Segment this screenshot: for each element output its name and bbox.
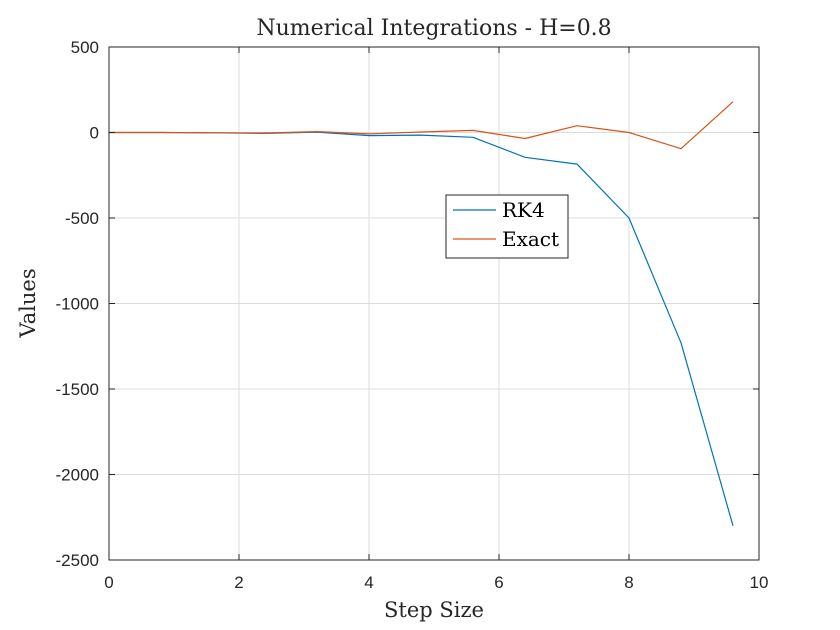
y-tick-label: 0 — [90, 124, 99, 143]
x-tick-label: 10 — [750, 573, 769, 592]
x-tick-labels: 0 2 4 6 8 10 — [104, 573, 768, 592]
series-line-exact — [109, 101, 734, 150]
y-tick-labels: 500 0 -500 -1000 -1500 -2000 -2500 — [56, 38, 99, 570]
tick-marks — [108, 46, 760, 561]
y-tick-label: -500 — [65, 209, 99, 228]
chart-title: Numerical Integrations - H=0.8 — [256, 16, 611, 41]
series-lines — [109, 101, 734, 526]
x-axis-label: Step Size — [384, 598, 484, 622]
legend-label-rk4: RK4 — [502, 198, 545, 222]
y-axis-label: Values — [16, 268, 40, 338]
y-tick-label: -2000 — [56, 466, 99, 485]
y-tick-label: -2500 — [56, 551, 99, 570]
y-tick-label: 500 — [71, 38, 99, 57]
x-tick-label: 2 — [234, 573, 243, 592]
x-tick-label: 0 — [104, 573, 113, 592]
x-tick-label: 4 — [364, 573, 373, 592]
legend: RK4 Exact — [445, 194, 569, 259]
legend-label-exact: Exact — [502, 227, 559, 251]
x-tick-label: 8 — [624, 573, 633, 592]
x-tick-label: 6 — [494, 573, 503, 592]
legend-box — [445, 194, 569, 259]
y-tick-label: -1500 — [56, 380, 99, 399]
y-tick-label: -1000 — [56, 295, 99, 314]
